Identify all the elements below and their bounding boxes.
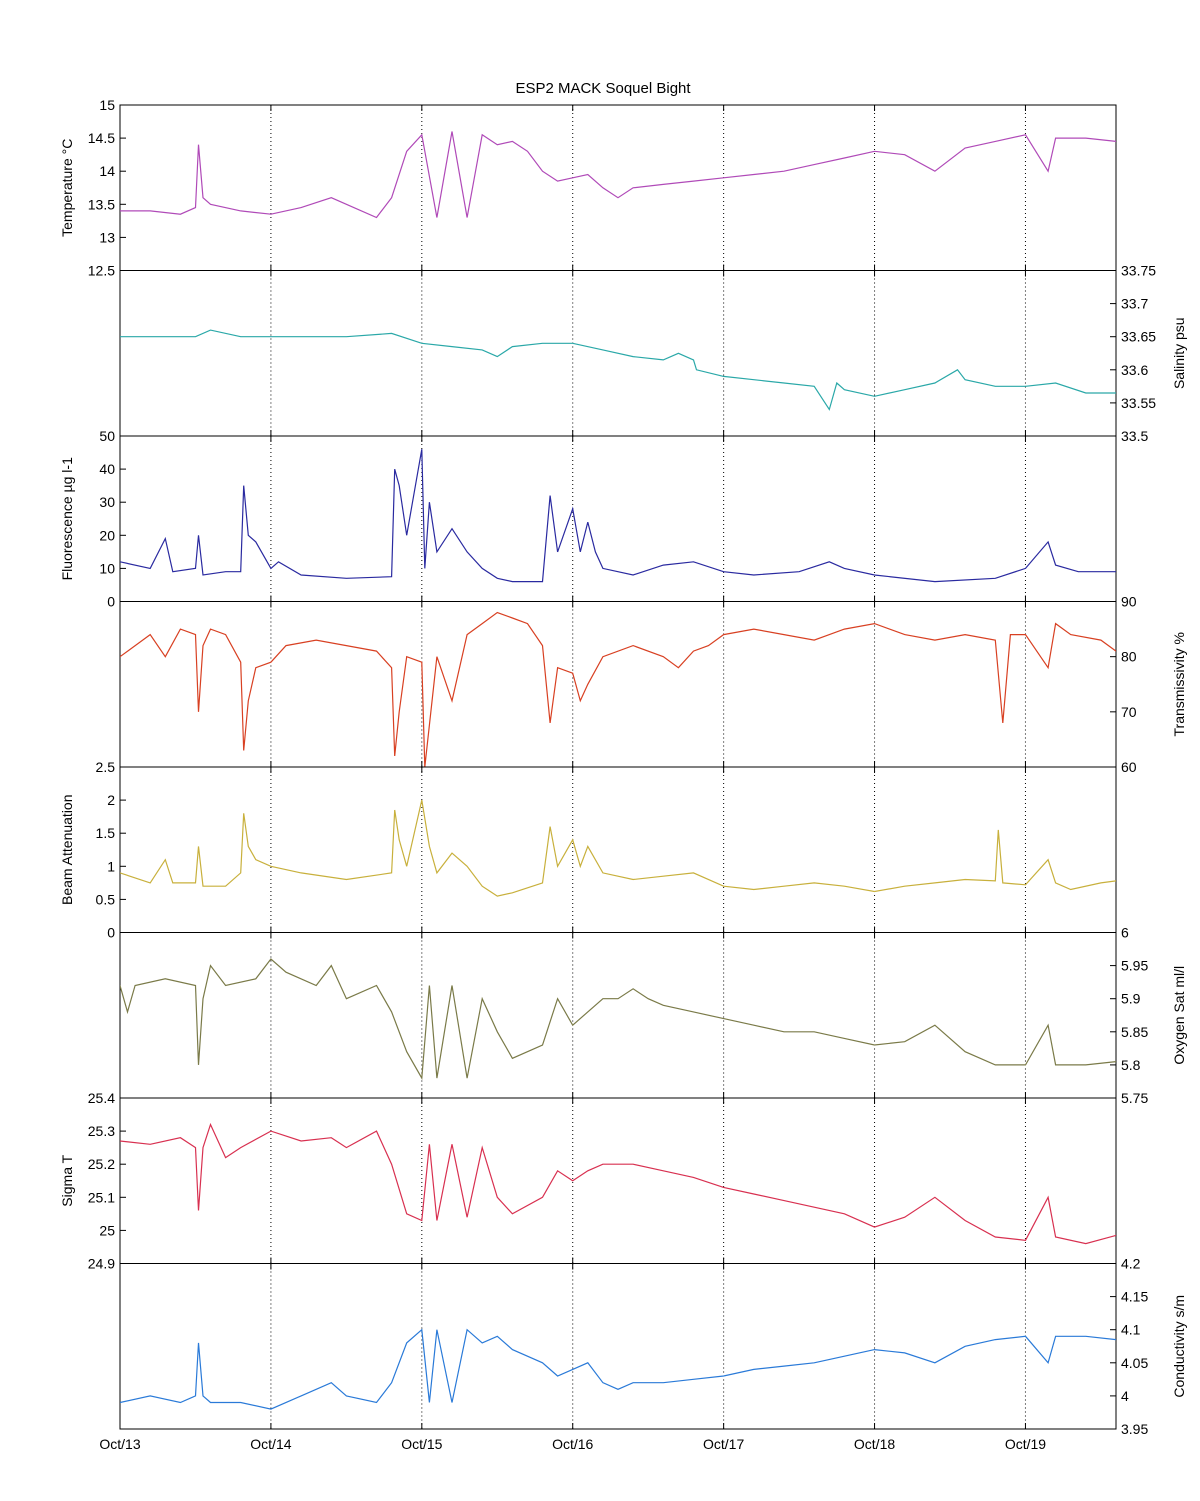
y-tick-label: 0.5 [96, 891, 116, 907]
y-tick-label: 80 [1121, 649, 1137, 665]
y-tick-label: 14 [99, 163, 115, 179]
x-tick-label: Oct/16 [552, 1436, 593, 1452]
series-line-conductivity [120, 1328, 1116, 1410]
panel-frame [119, 932, 1117, 1099]
y-tick-label: 90 [1121, 594, 1137, 610]
x-tick-label: Oct/14 [250, 1436, 291, 1452]
y-tick-label: 60 [1121, 759, 1137, 775]
panel-frame [119, 1097, 1117, 1264]
panel-transmissivity: 60 70 80 90 Transmissivity % [119, 594, 1187, 775]
y-tick-label: 4.05 [1121, 1355, 1148, 1371]
series-line-temperature [120, 131, 1116, 219]
y-tick-label: 70 [1121, 704, 1137, 720]
y-tick-label: 13 [99, 229, 115, 245]
panel-frame [119, 104, 1117, 271]
y-axis-label: Oxygen Sat ml/l [1171, 966, 1187, 1065]
panel-oxygen: 5.75 5.8 5.85 5.9 5.95 6 Oxygen Sat ml/l [119, 925, 1187, 1106]
y-tick-label: 2.5 [96, 759, 116, 775]
x-tick-label: Oct/17 [703, 1436, 744, 1452]
y-tick-label: 25.4 [88, 1090, 115, 1106]
y-tick-label: 4.15 [1121, 1289, 1148, 1305]
y-tick-label: 33.65 [1121, 329, 1156, 345]
y-tick-label: 25.2 [88, 1156, 115, 1172]
y-tick-label: 5.8 [1121, 1057, 1141, 1073]
y-axis-label: Conductivity s/m [1171, 1295, 1187, 1398]
y-tick-label: 15 [99, 97, 115, 113]
series-line-fluorescence [120, 449, 1116, 583]
x-tick-label: Oct/15 [401, 1436, 442, 1452]
y-tick-label: 30 [99, 494, 115, 510]
y-tick-label: 2 [107, 792, 115, 808]
y-tick-label: 25 [99, 1222, 115, 1238]
x-tick-label: Oct/18 [854, 1436, 895, 1452]
y-tick-label: 13.5 [88, 196, 115, 212]
y-tick-label: 5.75 [1121, 1090, 1148, 1106]
x-tick-label: Oct/13 [99, 1436, 140, 1452]
panel-frame [119, 435, 1117, 602]
series-line-beam_attenuation [120, 799, 1116, 897]
y-tick-label: 33.75 [1121, 263, 1156, 279]
y-tick-label: 12.5 [88, 263, 115, 279]
x-axis: Oct/13 Oct/14 Oct/15 Oct/16 Oct/17 Oct/18 Oct/… [99, 1436, 1046, 1452]
panel-beam_attenuation: 0 0.5 1 1.5 2 2.5 Beam Attenuation [59, 759, 1117, 941]
panel-fluorescence: 0 10 20 30 40 50 Fluorescence µg l-1 [59, 428, 1117, 610]
series-line-transmissivity [120, 611, 1116, 767]
y-tick-label: 33.55 [1121, 395, 1156, 411]
y-axis-label: Salinity psu [1171, 317, 1187, 389]
y-tick-label: 33.7 [1121, 296, 1148, 312]
y-tick-label: 4 [1121, 1388, 1129, 1404]
y-tick-label: 5.95 [1121, 958, 1148, 974]
y-tick-label: 14.5 [88, 130, 115, 146]
y-tick-label: 6 [1121, 925, 1129, 941]
y-tick-label: 0 [107, 925, 115, 941]
y-tick-label: 25.3 [88, 1123, 115, 1139]
y-tick-label: 33.6 [1121, 362, 1148, 378]
y-tick-label: 4.1 [1121, 1322, 1141, 1338]
y-tick-label: 50 [99, 428, 115, 444]
panel-frame [119, 1263, 1117, 1430]
panel-frame [119, 766, 1117, 933]
y-tick-label: 33.5 [1121, 428, 1148, 444]
panel-conductivity: 3.95 4 4.05 4.1 4.15 4.2 Conductivity s/m [119, 1256, 1187, 1437]
series-line-salinity [120, 329, 1116, 411]
y-axis-label: Fluorescence µg l-1 [59, 457, 75, 580]
y-tick-label: 1.5 [96, 825, 116, 841]
y-axis-label: Temperature °C [59, 139, 75, 237]
y-tick-label: 24.9 [88, 1256, 115, 1272]
panel-salinity: 33.5 33.55 33.6 33.65 33.7 33.75 Salinity psu [119, 263, 1187, 444]
y-tick-label: 0 [107, 594, 115, 610]
y-axis-label: Sigma T [59, 1154, 75, 1206]
panel-temperature: 12.5 13 13.5 14 14.5 15 Temperature °C [59, 97, 1117, 279]
y-tick-label: 20 [99, 527, 115, 543]
y-tick-label: 4.2 [1121, 1256, 1141, 1272]
y-tick-label: 40 [99, 461, 115, 477]
y-tick-label: 5.9 [1121, 991, 1141, 1007]
series-line-oxygen [120, 958, 1116, 1081]
y-axis-label: Beam Attenuation [59, 794, 75, 905]
series-line-sigma_t [120, 1122, 1116, 1245]
y-tick-label: 10 [99, 560, 115, 576]
y-tick-label: 1 [107, 858, 115, 874]
chart-title: ESP2 MACK Soquel Bight [515, 80, 691, 97]
panel-frame [119, 601, 1117, 768]
y-tick-label: 5.85 [1121, 1024, 1148, 1040]
y-tick-label: 25.1 [88, 1189, 115, 1205]
x-tick-label: Oct/19 [1005, 1436, 1046, 1452]
y-tick-label: 3.95 [1121, 1421, 1148, 1437]
panel-sigma_t: 24.9 25 25.1 25.2 25.3 25.4 Sigma T [59, 1090, 1117, 1272]
y-axis-label: Transmissivity % [1171, 632, 1187, 737]
